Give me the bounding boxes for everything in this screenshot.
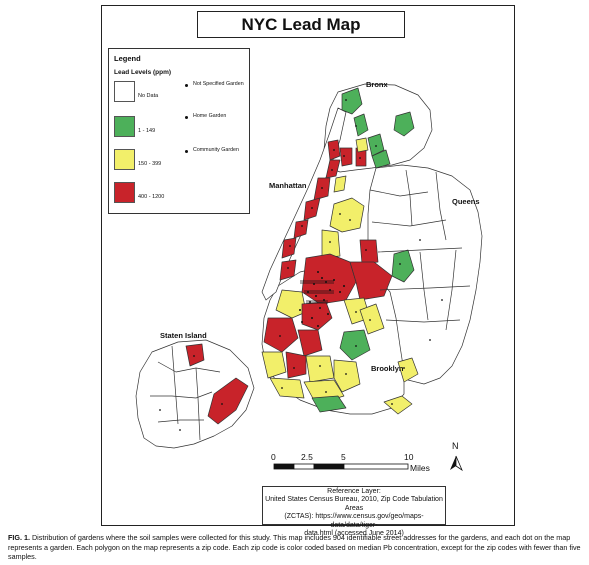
swatch-label-medium: 150 - 399 [138,161,162,167]
brooklyn-zip-yellow-8 [333,359,361,393]
label-bronx: Bronx [366,80,388,89]
manhattan-zip-yellow-1 [333,175,347,193]
brooklyn-zip-red-4 [263,317,299,353]
brooklyn-zip-red-1 [301,253,357,305]
north-label: N [452,441,459,451]
manhattan-zip-red-2 [313,177,331,201]
reference-line-3: (ZCTAS): https://www.census.gov/geo/maps… [284,513,424,529]
legend-subtitle: Lead Levels (ppm) [114,69,172,76]
reference-box: Reference Layer: United States Census Bu… [262,486,446,537]
scale-tick-10: 10 [404,452,414,462]
bronx-zip-green-2 [353,113,369,137]
brooklyn-zip-yellow-1 [275,289,307,319]
queens-zip-yellow-3 [397,357,419,383]
bronx-zip-green-4 [367,133,385,157]
brooklyn-zip-red-2 [349,261,393,301]
caption-text: Distribution of gardens where the soil s… [8,533,581,562]
brooklyn-zip-yellow-4 [261,351,287,379]
swatch-label-high: 400 - 1200 [138,194,165,200]
bronx-zip-green-3 [393,111,415,137]
swatch-label-low: 1 - 149 [138,128,156,134]
legend-title: Legend [114,54,141,63]
community-garden-icon [185,150,188,153]
manhattan-zip-red-1 [325,159,341,179]
garden-dots [159,99,443,431]
scale-unit: Miles [410,463,430,473]
garden-label-community: Community Garden [193,147,239,153]
manhattan-zip-red-5 [281,237,297,259]
manhattan-zip-red-6 [279,259,297,281]
brooklyn-zip-red-6 [285,351,307,379]
label-manhattan: Manhattan [269,181,307,190]
scale-bar [273,463,409,470]
reference-line-1: Reference Layer: [327,488,381,495]
queens-zip-red-1 [359,239,379,265]
brooklyn-zip-red-3 [301,301,333,331]
brooklyn-zip-green-2 [311,395,347,413]
home-garden-icon [185,116,188,119]
label-staten-island: Staten Island [160,331,207,340]
bronx-zip-red-2 [339,147,353,167]
queens-zip-yellow-4 [383,395,413,415]
swatch-low [114,116,135,137]
brooklyn-zip-yellow-5 [305,355,335,383]
manhattan-zip-red-3 [303,197,321,221]
swatch-medium [114,149,135,170]
garden-label-home: Home Garden [193,113,227,119]
brooklyn-zip-red-5 [297,329,323,357]
queens-zip-yellow-2 [321,229,341,259]
swatch-label-no-data: No Data [138,93,159,99]
reference-line-4: data.html (accessed June 2014) [304,530,404,538]
bronx-zip-yellow-1 [355,137,369,153]
queens-zip-yellow-1 [329,197,365,233]
swatch-high [114,182,135,203]
north-arrow-icon [450,455,463,472]
caption-label: FIG. 1. [8,533,30,542]
figure-caption: FIG. 1. Distribution of gardens where th… [8,533,584,562]
reference-line-2: United States Census Bureau, 2010, Zip C… [265,496,443,512]
label-queens: Queens [452,197,480,206]
map-title: NYC Lead Map [197,11,405,38]
brooklyn-zip-yellow-6 [269,377,305,399]
manhattan-zip-red-4 [293,219,309,239]
scale-tick-0: 0 [271,452,276,462]
bronx-zip-green-5 [371,149,391,169]
garden-label-not-specified: Not Specified Garden [193,81,244,87]
bronx-zip-green-1 [341,87,363,115]
brooklyn-zip-green-1 [339,329,371,361]
legend: Legend Lead Levels (ppm) No Data 1 - 149… [108,48,250,214]
brooklyn-zip-yellow-3 [359,303,385,335]
staten-island-zip-red-1 [185,343,205,367]
scale-tick-2-5: 2.5 [301,452,313,462]
label-brooklyn: Brooklyn [371,364,404,373]
scale-tick-5: 5 [341,452,346,462]
not-specified-garden-icon [185,84,188,87]
swatch-no-data [114,81,135,102]
staten-island-zip-red-2 [207,377,249,425]
